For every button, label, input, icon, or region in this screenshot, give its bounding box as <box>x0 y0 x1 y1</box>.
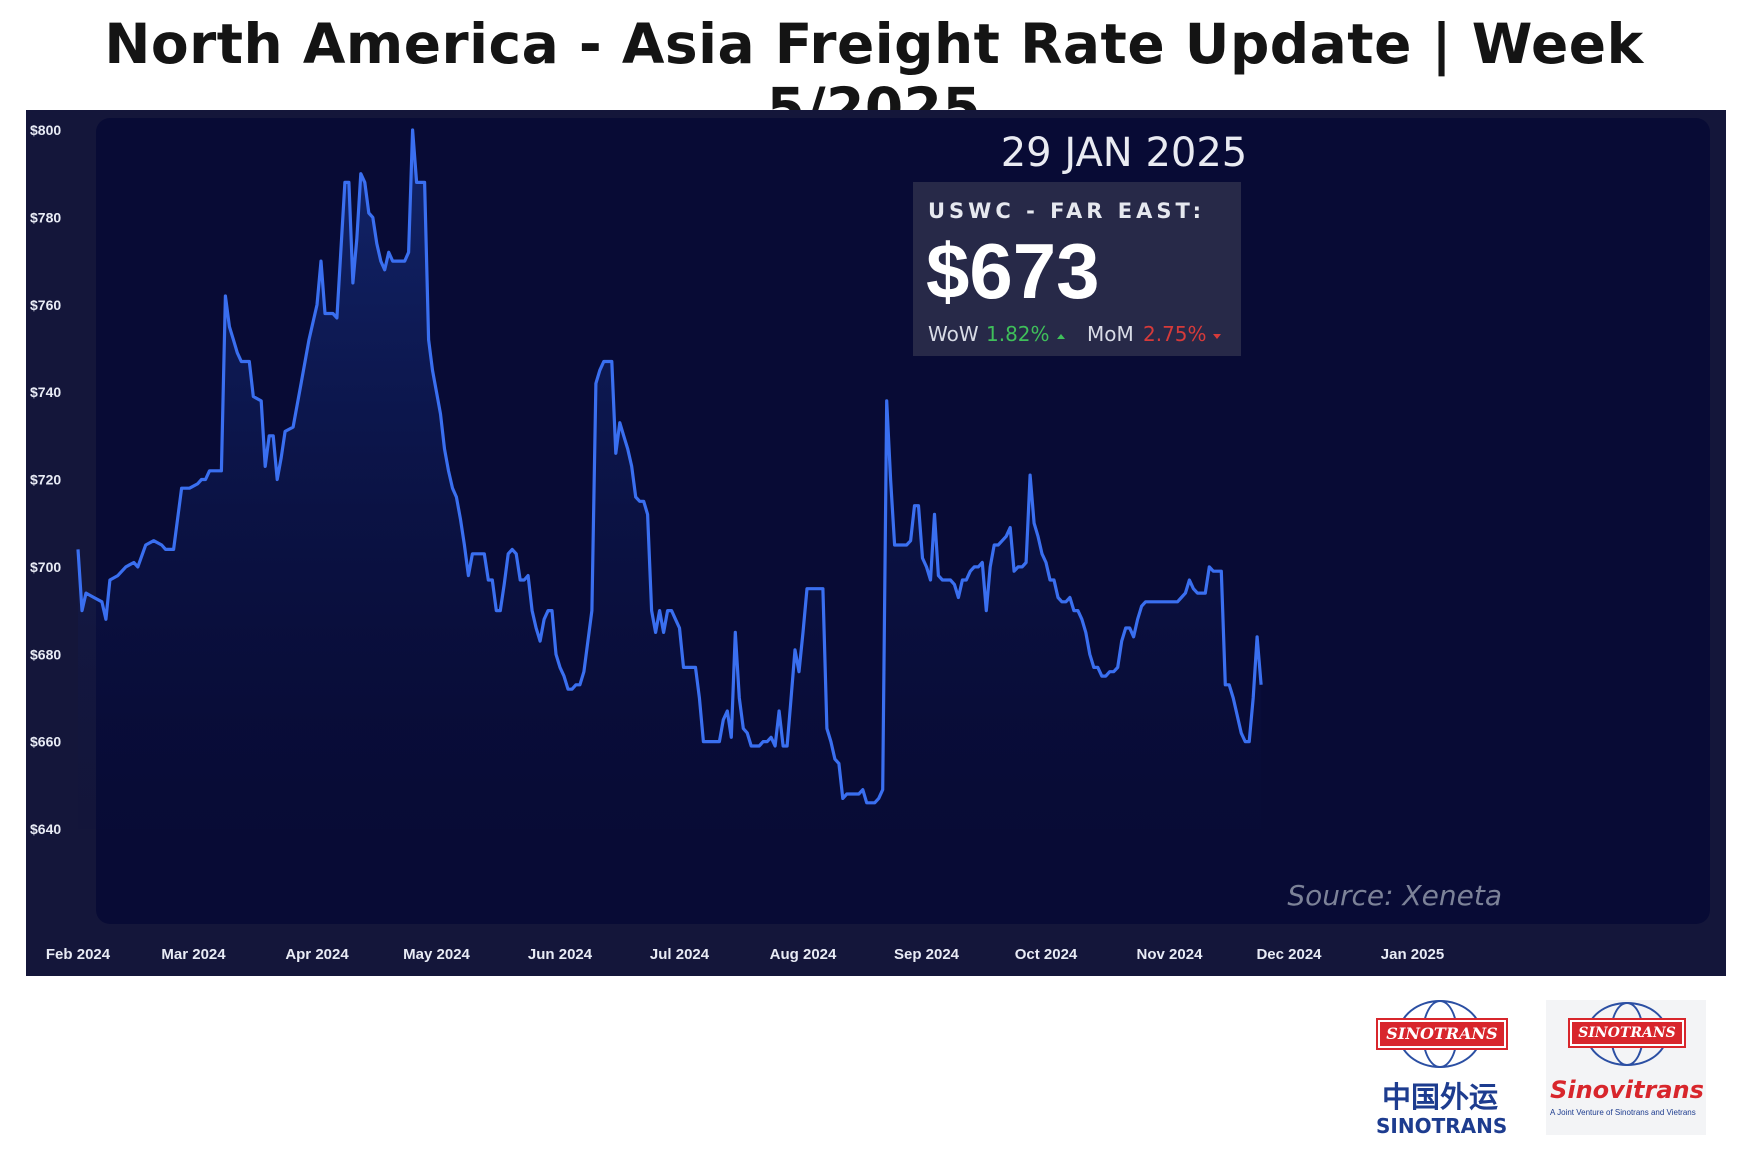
wow-label: WoW <box>928 322 979 346</box>
logos: SINOTRANS 中国外运 SINOTRANS SINOTRANS Sinov… <box>1370 1000 1730 1150</box>
y-tick-label: $640 <box>30 821 61 837</box>
sinovitrans-logo: SINOTRANS Sinovitrans A Joint Venture of… <box>1546 1000 1706 1135</box>
line-chart: $800 $780 $760 $740 $720 $700 $680 $660 $640 Feb… <box>30 118 1710 963</box>
mom-value: 2.75% <box>1143 322 1207 346</box>
x-tick-label: Aug 2024 <box>770 946 837 963</box>
x-tick-label: Sep 2024 <box>894 946 960 963</box>
x-tick-label: Jul 2024 <box>650 946 710 963</box>
down-arrow-icon <box>1213 334 1221 339</box>
x-tick-label: Jun 2024 <box>528 946 593 963</box>
chart-frame: $800 $780 $760 $740 $720 $700 $680 $660 $640 Feb… <box>26 110 1726 976</box>
infobox-date: 29 JAN 2025 <box>1001 130 1248 176</box>
wow-value: 1.82% <box>986 322 1050 346</box>
y-tick-label: $720 <box>30 472 61 488</box>
page-title: North America - Asia Freight Rate Update… <box>104 12 1644 140</box>
infobox-route: USWC - FAR EAST: <box>928 199 1205 223</box>
up-arrow-icon <box>1057 334 1065 339</box>
x-tick-label: Nov 2024 <box>1137 946 1204 963</box>
infobox-panel <box>913 182 1241 356</box>
sinotrans-chinese-name: 中国外运 <box>1381 1080 1498 1114</box>
series-line <box>76 128 1263 805</box>
infobox-price: $673 <box>926 227 1100 315</box>
sinovitrans-plate: SINOTRANS <box>1570 1020 1684 1046</box>
x-tick-label: Mar 2024 <box>161 946 226 963</box>
y-tick-label: $800 <box>30 122 61 138</box>
x-tick-label: Oct 2024 <box>1015 946 1078 963</box>
x-tick-label: Feb 2024 <box>46 946 111 963</box>
x-axis-ticks: Feb 2024 Mar 2024 Apr 2024 May 2024 Jun 2024… <box>46 946 1444 963</box>
x-tick-label: May 2024 <box>403 946 470 963</box>
sinovitrans-tagline: A Joint Venture of Sinotrans and Vietran… <box>1550 1108 1696 1117</box>
y-tick-label: $660 <box>30 734 61 750</box>
y-tick-label: $740 <box>30 384 61 400</box>
infobox: USWC - FAR EAST: $673 WoW 1.82% MoM 2.75… <box>913 182 1241 356</box>
y-tick-label: $700 <box>30 559 61 575</box>
y-axis-ticks: $800 $780 $760 $740 $720 $700 $680 $660 $640 <box>30 122 61 837</box>
y-tick-label: $780 <box>30 209 61 225</box>
sinotrans-logo: SINOTRANS 中国外运 SINOTRANS <box>1370 1000 1510 1150</box>
series-area <box>78 130 1262 829</box>
y-tick-label: $760 <box>30 297 61 313</box>
source-label: Source: Xeneta <box>1287 879 1502 912</box>
sinotrans-plate: SINOTRANS <box>1378 1020 1506 1048</box>
x-tick-label: Jan 2025 <box>1381 946 1444 963</box>
x-tick-label: Dec 2024 <box>1256 946 1322 963</box>
x-tick-label: Apr 2024 <box>285 946 349 963</box>
sinovitrans-name: Sinovitrans <box>1550 1076 1704 1104</box>
y-tick-label: $680 <box>30 646 61 662</box>
sinotrans-english-name: SINOTRANS <box>1376 1114 1508 1138</box>
mom-label: MoM <box>1087 322 1134 346</box>
